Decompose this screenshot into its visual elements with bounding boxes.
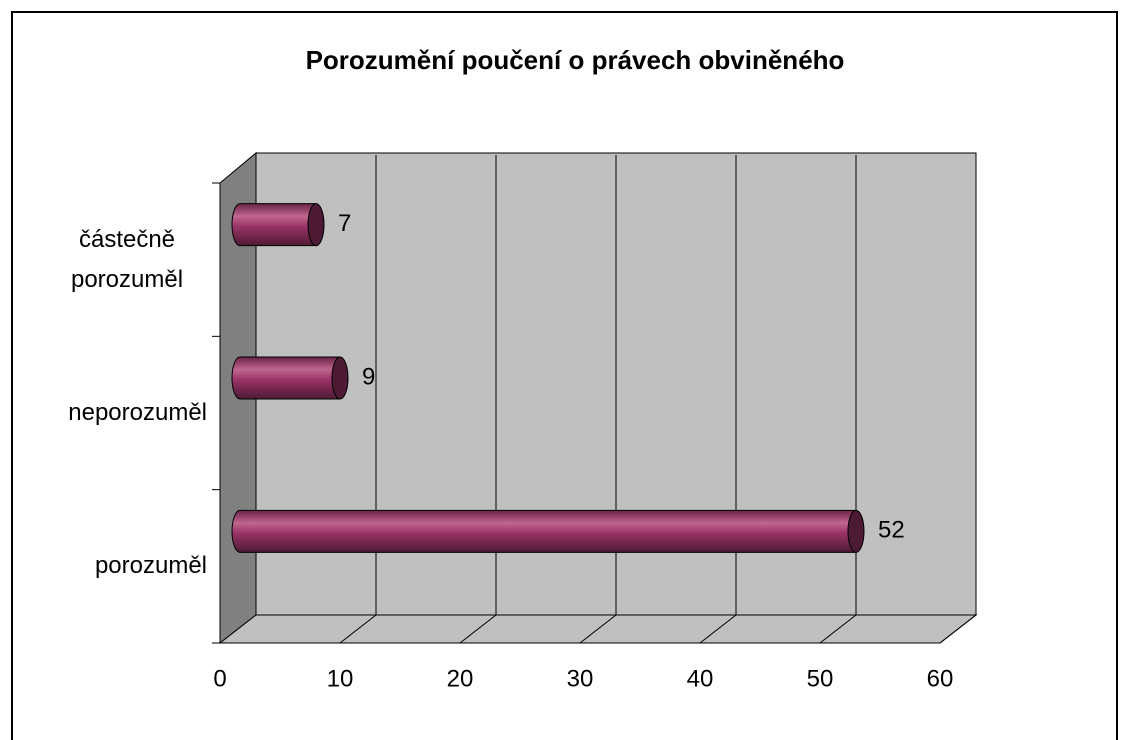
y-tick-label: porozuměl (94, 552, 207, 580)
floor-grid-line (819, 614, 857, 644)
floor-grid-line (579, 614, 617, 644)
data-label: 9 (362, 363, 375, 390)
bar (231, 509, 857, 553)
x-tick-label: 10 (327, 665, 354, 692)
floor-grid-line (699, 614, 737, 644)
floor-grid-line (339, 614, 377, 644)
x-tick-label: 20 (447, 665, 474, 692)
bar-cap (847, 509, 865, 553)
data-label: 52 (878, 517, 905, 544)
bar (231, 203, 317, 247)
x-tick-label: 0 (213, 665, 226, 692)
x-tick-label: 60 (927, 665, 954, 692)
y-tick-label: neporozuměl (68, 399, 207, 426)
category-label-box: neporozuměl (7, 353, 207, 473)
chart-title: Porozumění poučení o právech obviněného (306, 45, 845, 75)
floor-grid-line (459, 614, 497, 644)
bar (231, 356, 341, 400)
y-tick-label: částečně porozuměl (70, 225, 184, 293)
x-tick-label: 40 (687, 665, 714, 692)
category-label-box: částečně porozuměl (7, 200, 207, 320)
x-tick-label: 30 (567, 665, 594, 692)
category-label-box: porozuměl (7, 506, 207, 626)
x-tick-label: 50 (807, 665, 834, 692)
floor-grid-line (939, 614, 977, 644)
data-label: 7 (338, 210, 351, 237)
bar-cap (307, 203, 325, 247)
bar-cap (331, 356, 349, 400)
